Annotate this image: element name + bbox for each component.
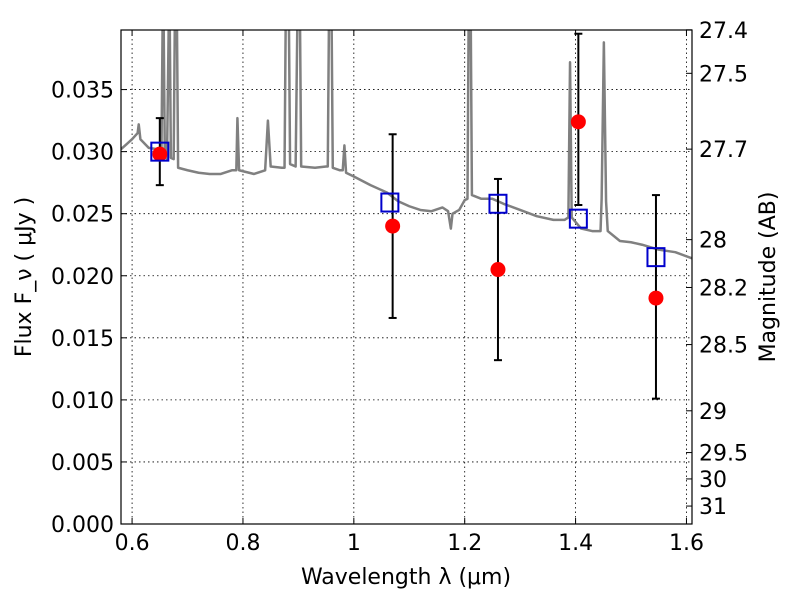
error-bars — [155, 32, 660, 400]
y2-tick-label: 30 — [699, 468, 727, 493]
data-point-square — [568, 208, 588, 229]
spectrum-series — [121, 30, 692, 260]
data-point-circle — [648, 290, 664, 306]
y2-tick-label: 28.5 — [699, 334, 748, 359]
data-point-circle — [490, 262, 506, 278]
y-tick-label: 0.025 — [51, 203, 114, 228]
x-axis-label: Wavelength λ (μm) — [301, 565, 511, 590]
plot-frame — [120, 29, 693, 525]
y2-tick-label: 27.4 — [699, 19, 748, 44]
x-axis-ticks: 0.6 0.8 1 1.2 1.4 1.6 — [115, 30, 704, 556]
y-tick-label: 0.010 — [51, 389, 114, 414]
y2-tick-label: 28 — [699, 229, 727, 254]
data-point-square — [380, 192, 400, 213]
x-tick-label: 0.8 — [225, 531, 260, 556]
y2-axis-label: Magnitude (AB) — [756, 192, 781, 363]
x-tick-label: 1.2 — [447, 531, 482, 556]
y2-tick-label: 27.7 — [699, 138, 748, 163]
y-tick-label: 0.020 — [51, 265, 114, 290]
y2-tick-label: 29 — [699, 400, 727, 425]
data-point-circle — [570, 114, 586, 130]
data-point-square — [150, 141, 170, 162]
y-axis-ticks: 0.000 0.005 0.010 0.015 0.020 0.025 0.030 0.035 — [51, 79, 127, 538]
measured-flux-points — [152, 114, 664, 306]
y2-tick-label: 27.5 — [699, 62, 748, 87]
x-tick-label: 0.6 — [115, 531, 150, 556]
x-tick-label: 1.6 — [669, 531, 704, 556]
y-tick-label: 0.015 — [51, 327, 114, 352]
data-point-square — [646, 247, 666, 268]
spectrum-line — [121, 30, 692, 260]
y-tick-label: 0.005 — [51, 451, 114, 476]
y2-tick-label: 28.2 — [699, 276, 748, 301]
grid — [121, 30, 692, 525]
y-tick-label: 0.000 — [51, 513, 114, 538]
data-point-square — [488, 193, 508, 214]
y2-tick-label: 31 — [699, 495, 727, 520]
y2-tick-label: 29.5 — [699, 442, 748, 467]
data-point-circle — [152, 146, 168, 162]
y-axis-label: Flux F_ν ( μJy ) — [12, 197, 37, 357]
x-tick-label: 1 — [347, 531, 361, 556]
model-flux-points — [150, 141, 666, 268]
data-point-circle — [385, 218, 401, 234]
x-tick-label: 1.4 — [558, 531, 593, 556]
y-tick-label: 0.035 — [51, 79, 114, 104]
y-tick-label: 0.030 — [51, 141, 114, 166]
